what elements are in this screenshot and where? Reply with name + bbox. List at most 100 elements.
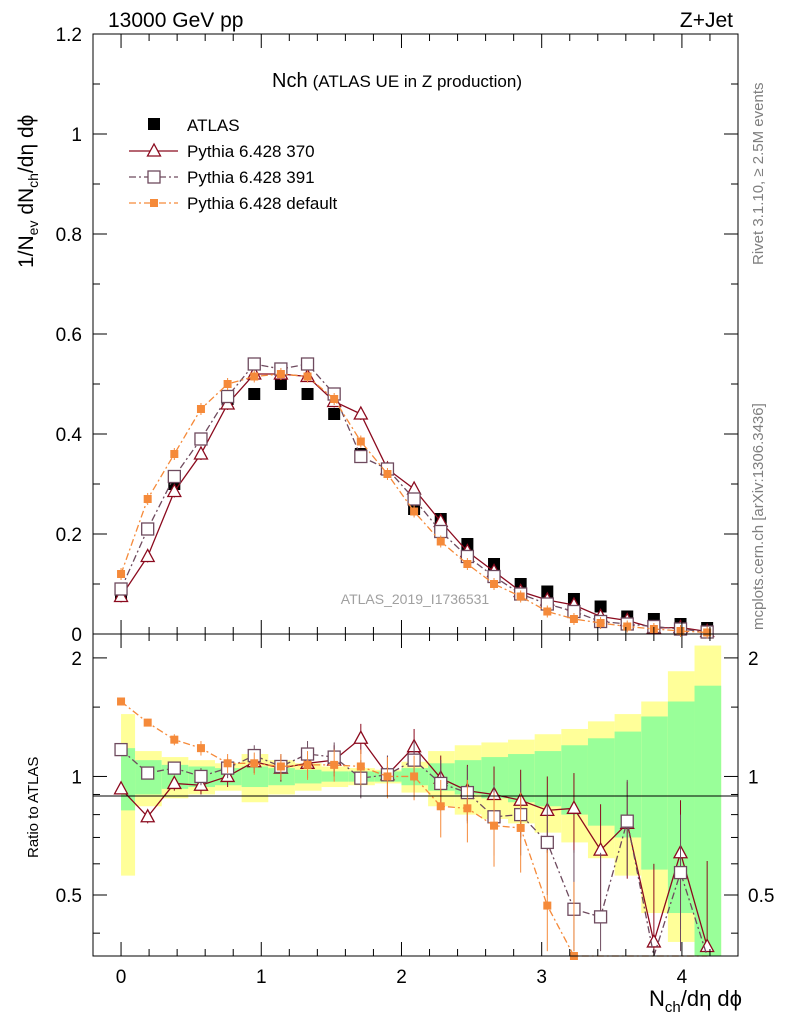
header-process: Z+Jet: [680, 9, 733, 32]
y-tick-label: 0.6: [56, 325, 82, 346]
y-label-sub-ev: ev: [25, 221, 41, 236]
ratio-tick-label-left: 0.5: [56, 886, 82, 907]
x-tick-label: 4: [677, 967, 688, 988]
y-tick-label: 0.2: [56, 525, 82, 546]
mc-default-marker: [356, 437, 365, 446]
mc-default-marker: [436, 802, 445, 811]
mc-default-marker: [490, 821, 499, 830]
mc-default-marker: [170, 450, 179, 458]
legend-391-label: Pythia 6.428 391: [187, 168, 315, 187]
mc-default-marker: [436, 537, 445, 546]
ratio-tick-label-left: 2: [71, 649, 82, 670]
y-axis-label: 1/Nev dNch/dη dϕ: [15, 115, 41, 268]
mc-370-marker: [353, 405, 369, 420]
data-point-marker: [301, 388, 314, 400]
mc-391-marker: [141, 766, 155, 780]
mc-370-marker: [166, 775, 182, 790]
ratio-tick-label-left: 1: [71, 767, 82, 788]
mc-default-marker: [223, 380, 232, 388]
y-tick-label: 0.8: [56, 225, 82, 246]
ratio-band-green: [534, 751, 562, 807]
ratio-tick-label-right: 1: [748, 767, 759, 788]
mc-391-marker: [620, 814, 634, 828]
x-label-n: N: [649, 986, 665, 1011]
y-label-part-3: /dη dϕ: [15, 115, 38, 173]
y-tick-label-zero: 0: [71, 625, 82, 646]
y-tick-label: 1.2: [56, 25, 82, 46]
mc-391-marker: [300, 357, 315, 371]
mc-370-marker: [699, 938, 715, 953]
mc-default-marker: [676, 627, 685, 635]
mc-default-marker: [250, 759, 259, 768]
ratio-tick-label-right: 0.5: [748, 886, 774, 907]
mc-default-marker: [490, 580, 499, 588]
mc-391-marker: [407, 492, 421, 506]
mc-370-marker: [406, 480, 422, 495]
mc-default-marker: [303, 372, 312, 381]
header-energy: 13000 GeV pp: [108, 9, 243, 32]
mc-default-marker: [516, 592, 525, 601]
mc-391-marker: [141, 522, 155, 536]
mc-370-marker: [140, 548, 156, 563]
data-point-marker: [274, 378, 287, 390]
plot-series: [113, 357, 715, 960]
ratio-y-axis-label: Ratio to ATLAS: [25, 757, 42, 858]
mc-default-marker: [223, 759, 232, 768]
x-tick-label: 3: [536, 967, 547, 988]
mc-370-marker: [113, 780, 129, 795]
ratio-uncertainty-bands: [121, 645, 722, 956]
mc-370-marker: [193, 445, 209, 460]
mc-391-marker: [194, 769, 208, 784]
axis-ticks: 0 1 2 3 4 0.2 0.4 0.6 0.8 1 1.2 0 0.5 0.5 1 1 2 2: [56, 25, 775, 988]
series-line-main: [120, 373, 708, 634]
ratio-band-green: [294, 769, 322, 784]
legend-atlas-marker: [148, 118, 160, 130]
rivet-version-label: Rivet 3.1.10, ≥ 2.5M events: [750, 83, 767, 266]
ratio-tick-label-right: 2: [748, 649, 759, 670]
mc-391-marker: [114, 582, 128, 596]
mc-default-marker: [250, 372, 259, 381]
mc-default-marker: [543, 901, 552, 910]
legend-370-marker: [146, 142, 162, 157]
mc-default-marker: [516, 823, 525, 832]
y-label-part-2: dN: [15, 188, 38, 221]
x-label-sub-ch: ch: [665, 999, 681, 1016]
mc-default-marker: [703, 628, 712, 637]
plot-title: Nch (ATLAS UE in Z production): [272, 70, 522, 92]
mc-default-marker: [543, 607, 552, 616]
plot-title-sub: (ATLAS UE in Z production): [313, 72, 522, 91]
mc-370-marker: [140, 808, 156, 823]
mc-default-marker: [410, 772, 419, 781]
mc-391-marker: [220, 389, 235, 404]
mc-391-marker: [540, 835, 554, 850]
legend: ATLAS Pythia 6.428 370 Pythia 6.428 391 …: [129, 116, 338, 213]
plot-title-main: Nch: [272, 70, 308, 92]
mc-default-marker: [383, 772, 392, 781]
mc-default-marker: [356, 762, 365, 771]
mc-default-marker: [117, 697, 126, 706]
y-tick-label: 0.4: [56, 425, 83, 446]
x-tick-label: 0: [116, 967, 127, 988]
legend-391-marker: [147, 170, 161, 184]
mc-370-marker: [166, 483, 182, 498]
mc-default-marker: [303, 760, 312, 769]
legend-default-label: Pythia 6.428 default: [187, 194, 338, 213]
mc-391-marker: [247, 357, 261, 371]
mc-default-marker: [143, 495, 152, 503]
mc-391-marker: [593, 910, 608, 924]
mc-391-marker: [673, 865, 688, 880]
ratio-band-green: [694, 685, 722, 956]
x-tick-label: 1: [256, 967, 267, 988]
x-tick-label: 2: [396, 967, 407, 988]
legend-atlas-label: ATLAS: [187, 116, 240, 135]
mc-default-marker: [330, 395, 339, 403]
x-label-rest: /dη dϕ: [681, 986, 742, 1011]
mc-391-marker: [114, 742, 128, 757]
data-point-marker: [248, 388, 261, 400]
mc-default-marker: [463, 804, 472, 813]
mc-default-marker: [276, 370, 285, 378]
mc-391-marker: [167, 469, 181, 484]
mc-default-marker: [410, 507, 419, 516]
x-axis-label: Nch/dη dϕ: [649, 986, 742, 1016]
